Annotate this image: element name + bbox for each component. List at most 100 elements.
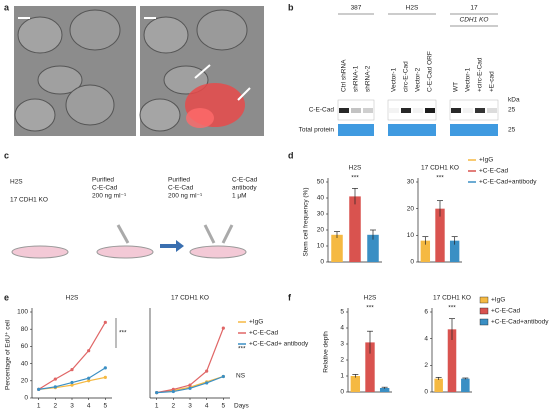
treatment: Purified	[168, 177, 190, 184]
point	[188, 386, 192, 390]
legend-label: +C-E-Cad+antibody	[491, 319, 549, 326]
panel-label: b	[288, 2, 294, 12]
blot-ko: CDH1 KO	[460, 17, 489, 24]
lane-label: circ-E-Cad	[403, 61, 410, 92]
bar	[461, 378, 470, 392]
band	[463, 108, 473, 113]
y-tick-label: 100	[17, 309, 28, 316]
blot-frame	[387, 99, 437, 121]
y-tick-label: 10	[407, 232, 415, 239]
lane-label: +circ-E-Cad	[477, 57, 484, 92]
blot-group: 387	[351, 5, 362, 12]
dish-illustration	[11, 224, 247, 259]
bar	[379, 388, 390, 392]
y-tick-label: 2	[424, 362, 428, 369]
bar	[435, 208, 445, 262]
y-tick-label: 50	[317, 179, 325, 186]
point	[103, 366, 107, 370]
treatment: Purified	[92, 177, 114, 184]
legend-swatch	[479, 296, 489, 304]
panel-label: c	[4, 150, 9, 160]
panel-label: d	[288, 150, 294, 160]
point	[70, 368, 74, 372]
band	[487, 108, 497, 113]
treatment: 200 ng ml⁻¹	[92, 193, 127, 200]
y-tick-label: 0	[410, 259, 414, 266]
band	[351, 108, 361, 113]
x-tick-label: 1	[155, 403, 159, 410]
kda: kDa	[508, 97, 520, 104]
treatment: 1 μM	[232, 193, 247, 200]
y-tick-label: 10	[317, 243, 325, 250]
point	[103, 375, 107, 379]
total-protein-lane	[388, 124, 436, 136]
band	[413, 108, 423, 113]
y-tick-label: 60	[21, 343, 29, 350]
band	[339, 108, 349, 113]
band	[401, 108, 411, 113]
y-tick-label: 40	[317, 195, 325, 202]
bar	[367, 234, 379, 262]
panel-label: f	[288, 292, 292, 302]
treatment: C-E-Cad	[92, 185, 118, 192]
marker: 25	[508, 107, 516, 114]
chart-title: 17 CDH1 KO	[433, 295, 471, 302]
x-tick-label: 5	[104, 403, 108, 410]
significance: ***	[119, 330, 127, 337]
total-protein-lane	[450, 124, 498, 136]
significance: ***	[448, 305, 456, 312]
legend-label: +C-E-Cad	[479, 168, 508, 175]
significance: ***	[366, 305, 374, 312]
point	[171, 389, 175, 394]
chart-title: H2S	[364, 295, 377, 302]
point	[53, 377, 57, 381]
y-axis-label: Relative depth	[323, 331, 330, 373]
y-tick-label: 4	[340, 325, 344, 332]
bar	[365, 342, 375, 392]
y-tick-label: 30	[317, 211, 325, 218]
band	[363, 108, 373, 113]
y-axis-label: Stem cell frequency (%)	[303, 188, 310, 257]
lane-label: Vector-2	[415, 67, 422, 92]
point	[221, 374, 225, 379]
lane-label: Ctrl shRNA	[341, 59, 348, 92]
legend-label: +C-E-Cad+antibody	[479, 179, 537, 186]
x-tick-label: 4	[87, 403, 91, 410]
y-tick-label: 20	[407, 205, 415, 212]
band	[425, 108, 435, 113]
legend-label: +IgG	[249, 319, 263, 326]
x-tick-label: 5	[222, 403, 226, 410]
y-tick-label: 80	[21, 326, 29, 333]
blot-frame	[449, 99, 499, 121]
y-tick-label: 30	[407, 179, 415, 186]
point	[70, 380, 74, 385]
y-tick-label: 3	[340, 341, 344, 348]
panel-label: a	[4, 2, 10, 12]
chart-title: H2S	[349, 165, 362, 172]
treatment: 200 ng ml⁻¹	[168, 193, 203, 200]
chart-title: 17 CDH1 KO	[421, 165, 459, 172]
x-tick-label: 4	[205, 403, 209, 410]
significance: NS	[236, 373, 246, 380]
significance: ***	[436, 175, 444, 182]
y-tick-label: 0	[320, 259, 324, 266]
lane-label: Vector-1	[391, 67, 398, 92]
blot-group: H2S	[406, 5, 419, 12]
band	[475, 108, 485, 113]
y-tick-label: 20	[317, 227, 325, 234]
cell-line: 17 CDH1 KO	[10, 197, 48, 204]
y-tick-label: 40	[21, 360, 29, 367]
chart-title: 17 CDH1 KO	[171, 295, 209, 302]
significance: ***	[238, 346, 246, 353]
bar	[449, 240, 460, 262]
point	[87, 349, 91, 353]
point	[155, 391, 159, 395]
lane-label: Vector-1	[465, 67, 472, 92]
blot-frame	[337, 99, 375, 121]
lane-label: shRNA-1	[353, 65, 360, 92]
y-tick-label: 2	[340, 357, 344, 364]
bar	[349, 196, 361, 262]
y-axis-label: Percentage of EdU⁺ cell	[5, 319, 12, 389]
point	[37, 387, 41, 391]
treatment: C-E-Cad	[232, 177, 258, 184]
